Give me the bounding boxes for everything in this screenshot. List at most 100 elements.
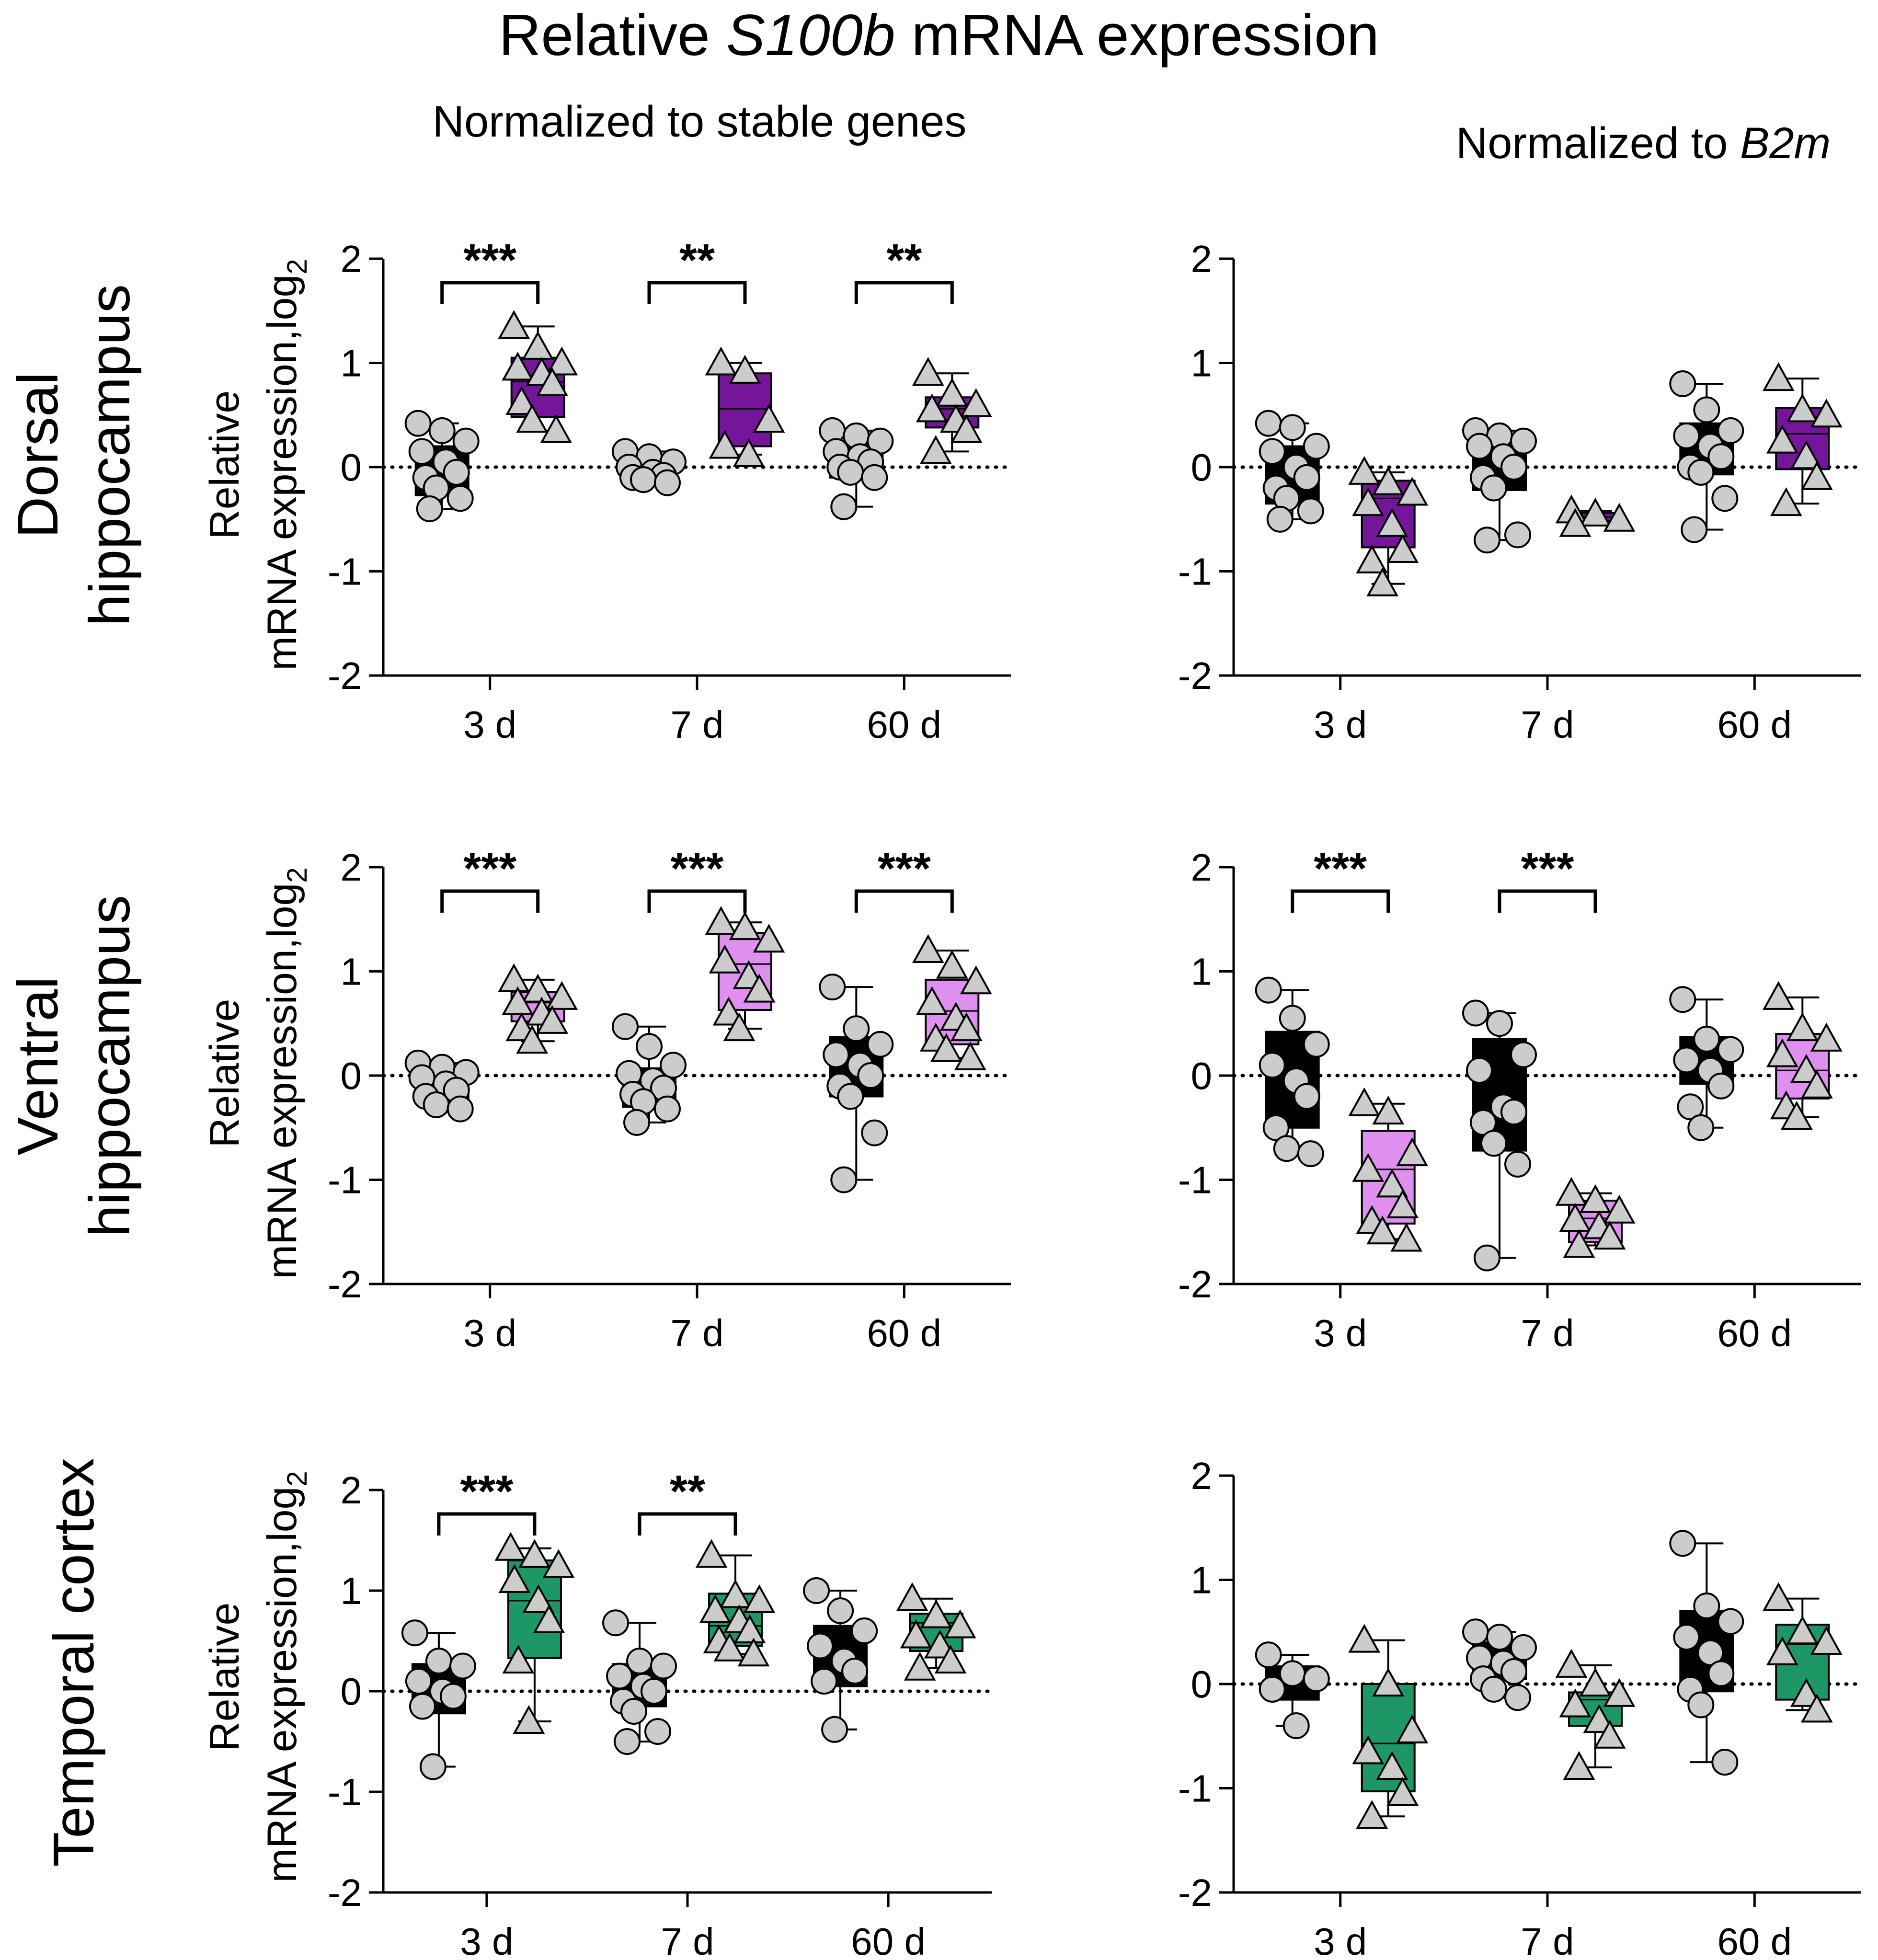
x-tick-label: 3 d <box>463 1312 516 1354</box>
data-point-triangle <box>516 1025 549 1054</box>
data-point-triangle <box>912 357 944 386</box>
ylabel-row-2-line1: Relative <box>202 999 248 1148</box>
data-point-triangle <box>705 346 737 376</box>
data-point-triangle <box>705 906 737 935</box>
data-point-circle <box>1279 1005 1306 1032</box>
data-point-triangle <box>498 1564 531 1593</box>
data-point-triangle <box>1396 1714 1429 1743</box>
data-point-circle <box>1510 1634 1537 1661</box>
data-point-circle <box>1687 1114 1715 1141</box>
data-point-triangle <box>729 911 761 940</box>
data-point-triangle <box>733 438 765 467</box>
data-point-triangle <box>1376 508 1408 537</box>
data-point-circle <box>861 1119 888 1146</box>
ylabel-row-2: Relative mRNA expression,log2 <box>202 867 313 1279</box>
data-point-circle <box>1259 1052 1286 1079</box>
data-point-triangle <box>1810 1626 1843 1655</box>
data-point-triangle <box>934 1644 967 1673</box>
ylabel-row-1-line1: Relative <box>202 390 248 539</box>
figure-title: Relative S100b mRNA expression <box>499 2 1379 68</box>
significance-label: ** <box>679 235 715 286</box>
data-point-triangle <box>709 944 741 974</box>
data-point-circle <box>857 1062 884 1089</box>
row-label-ventral: Ventral hippocampus <box>6 895 142 1237</box>
data-point-triangle <box>1593 1719 1626 1749</box>
data-point-circle <box>843 1015 870 1043</box>
significance-label: *** <box>463 843 516 894</box>
data-point-circle <box>1717 417 1744 444</box>
significance-bracket <box>638 1512 737 1536</box>
data-point-triangle <box>546 346 578 376</box>
data-point-circle <box>1687 458 1715 486</box>
data-point-triangle <box>536 1005 569 1034</box>
ylabel-row-3: Relative mRNA expression,log2 <box>202 1471 313 1882</box>
x-tick-label: 60 d <box>1717 1920 1792 1960</box>
data-point-circle <box>827 1597 854 1624</box>
data-point-circle <box>830 493 858 520</box>
data-point-triangle <box>916 986 948 1015</box>
data-point-circle <box>1504 1684 1531 1711</box>
data-point-triangle <box>1366 1215 1399 1245</box>
data-point-triangle <box>513 1705 545 1734</box>
data-point-triangle <box>1593 1221 1626 1250</box>
data-point-triangle <box>944 1609 976 1639</box>
data-point-triangle <box>713 1632 746 1662</box>
column-header-stable-genes: Normalized to stable genes <box>433 97 967 146</box>
data-point-circle <box>612 1013 639 1040</box>
data-point-triangle <box>1366 567 1399 596</box>
significance-bracket <box>854 281 954 304</box>
x-tick-label: 60 d <box>1717 703 1792 746</box>
data-point-triangle <box>904 1651 936 1681</box>
data-point-circle <box>1303 1031 1330 1058</box>
data-point-triangle <box>1766 1038 1798 1067</box>
data-point-circle <box>1707 443 1735 470</box>
row-label-ventral-line1: Ventral <box>6 976 70 1156</box>
data-point-triangle <box>1559 508 1592 537</box>
data-point-triangle <box>954 1041 986 1071</box>
data-point-circle <box>1470 1109 1497 1136</box>
data-point-circle <box>1693 1592 1720 1619</box>
data-point-triangle <box>920 1599 952 1628</box>
data-point-circle <box>837 1083 864 1110</box>
data-point-circle <box>1279 414 1306 441</box>
data-point-triangle <box>709 430 741 459</box>
data-point-circle <box>861 464 888 491</box>
data-point-circle <box>1486 1010 1513 1037</box>
data-point-circle <box>447 485 474 512</box>
data-point-circle <box>1500 1099 1527 1126</box>
data-point-circle <box>1480 1675 1507 1703</box>
data-point-circle <box>650 1652 677 1680</box>
x-tick-label: 7 d <box>670 703 723 746</box>
data-point-circle <box>1273 1135 1300 1162</box>
data-point-triangle <box>1810 399 1843 428</box>
data-point-triangle <box>960 388 992 417</box>
row-label-dorsal-line1: Dorsal <box>6 372 70 539</box>
data-point-circle <box>654 1095 681 1123</box>
data-point-circle <box>1486 1624 1513 1651</box>
row-label-temporal: Temporal cortex <box>42 1458 106 1867</box>
data-point-triangle <box>1352 1735 1385 1765</box>
data-point-circle <box>1474 527 1500 554</box>
data-point-circle <box>1255 410 1282 437</box>
data-point-triangle <box>1372 466 1405 495</box>
data-point-triangle <box>1800 461 1833 490</box>
title-gene: S100b <box>726 2 895 68</box>
ylabel-row-1-line2: mRNA expression,log2 <box>259 259 313 670</box>
data-point-triangle <box>1786 1616 1819 1645</box>
data-point-triangle <box>1780 1100 1813 1130</box>
data-point-circle <box>1510 427 1537 455</box>
data-point-circle <box>1681 516 1708 543</box>
data-point-triangle <box>542 1549 575 1578</box>
ylabel-row-1-sub: 2 <box>282 259 313 274</box>
data-point-circle <box>1697 1639 1724 1666</box>
data-point-circle <box>803 1577 830 1604</box>
data-point-triangle <box>936 950 968 979</box>
data-point-triangle <box>522 331 554 360</box>
significance-bracket <box>1291 889 1390 913</box>
data-point-triangle <box>1603 1194 1636 1224</box>
y-tick-label: -2 <box>328 1871 362 1914</box>
y-tick-label: -2 <box>1178 1871 1212 1914</box>
y-tick-label: 0 <box>341 1670 362 1713</box>
